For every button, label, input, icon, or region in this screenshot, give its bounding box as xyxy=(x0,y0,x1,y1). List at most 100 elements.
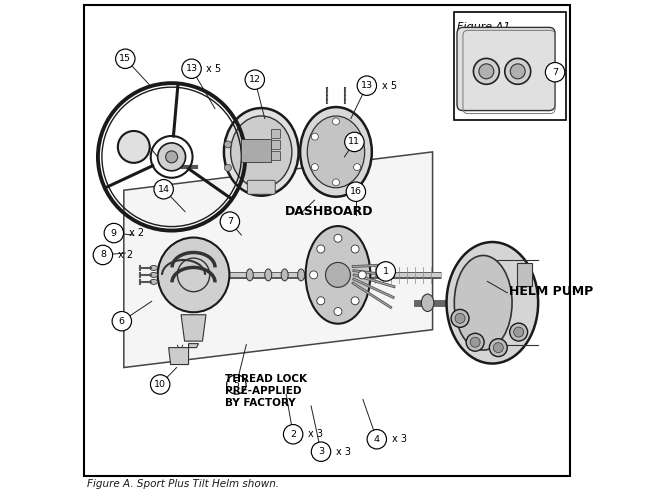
Text: Figure A1.: Figure A1. xyxy=(458,22,514,32)
Circle shape xyxy=(470,337,480,347)
Ellipse shape xyxy=(158,238,230,312)
Circle shape xyxy=(505,58,530,84)
Circle shape xyxy=(346,182,366,201)
Circle shape xyxy=(118,131,150,163)
Ellipse shape xyxy=(231,116,292,188)
Circle shape xyxy=(116,49,135,68)
Circle shape xyxy=(354,133,360,140)
Text: 15: 15 xyxy=(119,54,131,63)
Ellipse shape xyxy=(421,294,434,312)
Circle shape xyxy=(311,442,331,461)
Circle shape xyxy=(367,429,387,449)
Polygon shape xyxy=(181,315,206,341)
FancyBboxPatch shape xyxy=(457,27,555,111)
Circle shape xyxy=(93,245,112,265)
Text: x 3: x 3 xyxy=(336,447,351,457)
Text: 1: 1 xyxy=(383,267,388,276)
Circle shape xyxy=(182,59,201,78)
Circle shape xyxy=(317,245,325,253)
Text: x 2: x 2 xyxy=(118,250,133,260)
Text: 12: 12 xyxy=(249,75,261,84)
Circle shape xyxy=(104,223,124,243)
Circle shape xyxy=(334,307,342,316)
Text: 2: 2 xyxy=(290,430,296,439)
Ellipse shape xyxy=(281,269,288,281)
Ellipse shape xyxy=(300,107,372,197)
Text: x 5: x 5 xyxy=(207,64,222,74)
FancyBboxPatch shape xyxy=(271,140,280,149)
Circle shape xyxy=(358,271,366,279)
Ellipse shape xyxy=(150,272,158,277)
Circle shape xyxy=(351,297,359,305)
Ellipse shape xyxy=(298,269,305,281)
Circle shape xyxy=(332,179,339,186)
Circle shape xyxy=(224,164,232,171)
FancyBboxPatch shape xyxy=(517,262,532,285)
Circle shape xyxy=(112,312,131,331)
Circle shape xyxy=(451,309,469,327)
Circle shape xyxy=(354,164,360,171)
Text: 13: 13 xyxy=(361,81,373,90)
Circle shape xyxy=(224,141,232,148)
Circle shape xyxy=(455,313,465,323)
Circle shape xyxy=(493,343,504,353)
Polygon shape xyxy=(169,344,199,365)
Text: DASHBOARD: DASHBOARD xyxy=(284,205,373,218)
Circle shape xyxy=(345,132,364,151)
Circle shape xyxy=(227,374,246,394)
Ellipse shape xyxy=(224,108,299,196)
Text: 7: 7 xyxy=(227,217,233,226)
Circle shape xyxy=(311,133,318,140)
Circle shape xyxy=(311,164,318,171)
Text: x 3: x 3 xyxy=(308,429,323,439)
Circle shape xyxy=(466,333,484,351)
Circle shape xyxy=(154,179,173,199)
Ellipse shape xyxy=(305,226,370,324)
Text: x 2: x 2 xyxy=(129,228,144,238)
Text: 16: 16 xyxy=(350,187,362,196)
Ellipse shape xyxy=(447,242,538,364)
Text: 11: 11 xyxy=(349,137,360,146)
Text: 5: 5 xyxy=(233,380,239,389)
FancyBboxPatch shape xyxy=(241,139,271,162)
Text: x 3: x 3 xyxy=(392,434,407,444)
Circle shape xyxy=(509,323,528,341)
Text: 6: 6 xyxy=(119,317,125,326)
Text: 10: 10 xyxy=(154,380,166,389)
Ellipse shape xyxy=(150,265,158,270)
Polygon shape xyxy=(124,152,432,368)
Circle shape xyxy=(489,339,508,357)
FancyBboxPatch shape xyxy=(271,151,280,160)
Text: HELM PUMP: HELM PUMP xyxy=(509,285,593,298)
Circle shape xyxy=(326,262,351,287)
Text: 8: 8 xyxy=(100,250,106,259)
Ellipse shape xyxy=(455,255,512,350)
Circle shape xyxy=(334,235,342,242)
FancyBboxPatch shape xyxy=(247,180,275,194)
Ellipse shape xyxy=(307,116,365,188)
Circle shape xyxy=(479,64,494,79)
Text: 4: 4 xyxy=(374,435,380,444)
Text: 9: 9 xyxy=(111,229,117,238)
Circle shape xyxy=(165,151,178,163)
Circle shape xyxy=(310,271,318,279)
Circle shape xyxy=(513,327,524,337)
Text: Figure A. Sport Plus Tilt Helm shown.: Figure A. Sport Plus Tilt Helm shown. xyxy=(87,479,279,489)
Circle shape xyxy=(376,262,396,281)
Ellipse shape xyxy=(150,279,158,284)
Circle shape xyxy=(150,374,170,394)
Circle shape xyxy=(545,63,565,82)
Circle shape xyxy=(283,424,303,444)
Circle shape xyxy=(245,70,264,90)
Text: x 5: x 5 xyxy=(382,81,397,91)
Text: 14: 14 xyxy=(158,185,169,194)
Text: 7: 7 xyxy=(552,68,558,77)
Text: 13: 13 xyxy=(186,64,198,73)
Circle shape xyxy=(220,212,239,231)
Circle shape xyxy=(351,245,359,253)
Circle shape xyxy=(158,143,186,171)
Text: 3: 3 xyxy=(318,447,324,456)
Bar xyxy=(454,12,566,120)
Ellipse shape xyxy=(247,269,253,281)
Circle shape xyxy=(510,64,525,79)
